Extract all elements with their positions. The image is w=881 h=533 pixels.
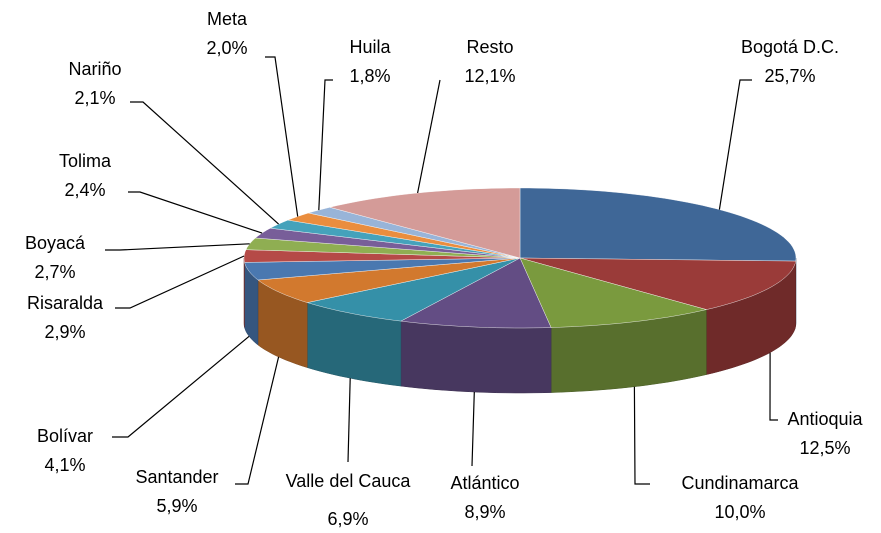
- slice-label: Bogotá D.C.: [741, 37, 839, 57]
- slice-label: Risaralda: [27, 293, 104, 313]
- slice: [400, 257, 552, 329]
- slice: [244, 257, 521, 281]
- slice: [307, 257, 521, 322]
- slice-label: Tolima: [59, 151, 112, 171]
- slice-label: Nariño: [68, 59, 121, 79]
- slice-value-label: 25,7%: [764, 66, 815, 86]
- slice-label: Atlántico: [450, 473, 519, 493]
- slice-label: Meta: [207, 9, 248, 29]
- slice-value-label: 8,9%: [464, 502, 505, 522]
- leader-line: [235, 356, 280, 485]
- slice-value-label: 4,1%: [44, 455, 85, 475]
- slice-side: [400, 320, 552, 394]
- slice-value-label: 2,1%: [74, 88, 115, 108]
- slice-value-label: 5,9%: [156, 496, 197, 516]
- slice-label: Antioquia: [787, 409, 863, 429]
- leader-line: [417, 79, 441, 194]
- leader-line: [128, 191, 263, 234]
- leader-line: [718, 79, 752, 210]
- slice-side: [243, 257, 245, 328]
- slice-value-label: 2,7%: [34, 262, 75, 282]
- slice-label: Boyacá: [25, 233, 86, 253]
- leader-line: [115, 255, 245, 309]
- leader-line: [105, 243, 250, 251]
- slice-label: Santander: [135, 467, 218, 487]
- slice: [519, 257, 796, 310]
- slice: [519, 257, 707, 328]
- leader-line: [471, 391, 475, 467]
- slice-label: Cundinamarca: [681, 473, 799, 493]
- leader-line: [318, 79, 333, 211]
- slice-value-label: 2,4%: [64, 180, 105, 200]
- slice: [257, 257, 521, 303]
- leader-line: [112, 335, 250, 438]
- slice-value-label: 2,9%: [44, 322, 85, 342]
- slice: [254, 227, 521, 259]
- slice-value-label: 1,8%: [349, 66, 390, 86]
- slice-label: Bolívar: [37, 426, 93, 446]
- slice-value-label: 2,0%: [206, 38, 247, 58]
- slice: [519, 187, 797, 262]
- slice-value-label: 12,5%: [799, 438, 850, 458]
- leader-line: [347, 378, 351, 463]
- leader-line: [130, 101, 280, 225]
- leader-line: [769, 352, 778, 421]
- leader-line: [265, 56, 299, 217]
- slice-value-label: 12,1%: [464, 66, 515, 86]
- slice-label: Huila: [349, 37, 391, 57]
- slice-label: Valle del Cauca: [286, 471, 412, 491]
- leader-line: [633, 386, 650, 485]
- slice-value-label: 6,9%: [327, 509, 368, 529]
- slice-label: Resto: [466, 37, 513, 57]
- slice-value-label: 10,0%: [714, 502, 765, 522]
